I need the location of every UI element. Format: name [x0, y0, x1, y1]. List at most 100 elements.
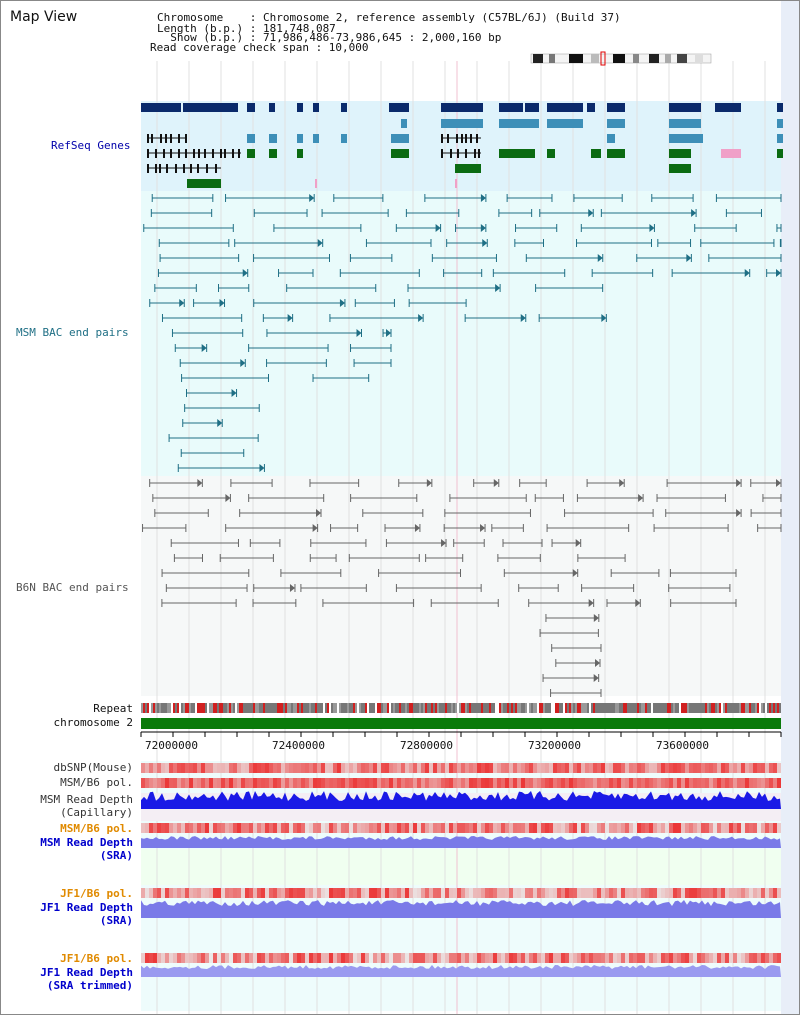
repeat-bar: [213, 703, 215, 713]
polymorphism-cell: [701, 763, 705, 773]
polymorphism-cell: [397, 763, 401, 773]
repeat-bar: [329, 703, 331, 713]
polymorphism-cell: [305, 953, 309, 963]
repeat-bar: [601, 703, 603, 713]
polymorphism-cell: [617, 778, 621, 788]
repeat-bar: [737, 703, 739, 713]
polymorphism-cell: [201, 888, 205, 898]
msm-bac-arrow: [317, 239, 323, 247]
polymorphism-cell: [461, 953, 465, 963]
repeat-bar: [519, 703, 521, 713]
polymorphism-cell: [169, 763, 173, 773]
polymorphism-cell: [705, 778, 709, 788]
jf1-depth-sra: [141, 900, 781, 918]
polymorphism-cell: [561, 823, 565, 833]
polymorphism-cell: [173, 953, 177, 963]
polymorphism-cell: [141, 823, 145, 833]
polymorphism-cell: [341, 953, 345, 963]
polymorphism-cell: [673, 763, 677, 773]
polymorphism-cell: [273, 823, 277, 833]
polymorphism-cell: [541, 888, 545, 898]
track-label-msm-bac-end-pairs[interactable]: MSM BAC end pairs: [16, 326, 129, 339]
polymorphism-cell: [177, 778, 181, 788]
track-label-refseq-genes[interactable]: RefSeq Genes: [51, 139, 131, 152]
polymorphism-cell: [565, 888, 569, 898]
polymorphism-cell: [713, 823, 717, 833]
repeat-bar: [169, 703, 171, 713]
polymorphism-cell: [417, 778, 421, 788]
repeat-bar: [337, 703, 339, 713]
polymorphism-cell: [753, 953, 757, 963]
polymorphism-cell: [181, 823, 185, 833]
repeat-bar: [733, 703, 735, 713]
repeat-bar: [755, 703, 757, 713]
polymorphism-cell: [213, 953, 217, 963]
repeat-bar: [243, 703, 245, 713]
polymorphism-cell: [433, 888, 437, 898]
gene-block: [587, 103, 595, 112]
polymorphism-cell: [425, 888, 429, 898]
polymorphism-cell: [425, 778, 429, 788]
repeat-bar: [409, 703, 411, 713]
polymorphism-cell: [449, 763, 453, 773]
polymorphism-cell: [381, 763, 385, 773]
repeat-bar: [441, 703, 443, 713]
polymorphism-cell: [697, 778, 701, 788]
polymorphism-cell: [305, 823, 309, 833]
repeat-bar: [637, 703, 639, 713]
repeat-bar: [629, 703, 631, 713]
polymorphism-cell: [437, 888, 441, 898]
polymorphism-cell: [665, 763, 669, 773]
repeat-bar: [709, 703, 711, 713]
gene-block: [247, 103, 255, 112]
polymorphism-cell: [765, 888, 769, 898]
header-length-line: Length (b.p.) : 181,748,087: [157, 22, 336, 35]
repeat-bar: [193, 703, 195, 713]
polymorphism-cell: [773, 763, 777, 773]
polymorphism-cell: [269, 953, 273, 963]
polymorphism-cell: [169, 953, 173, 963]
polymorphism-cell: [341, 763, 345, 773]
polymorphism-cell: [233, 953, 237, 963]
polymorphism-cell: [341, 778, 345, 788]
polymorphism-cell: [409, 763, 413, 773]
polymorphism-cell: [625, 823, 629, 833]
polymorphism-cell: [477, 888, 481, 898]
polymorphism-cell: [345, 778, 349, 788]
polymorphism-cell: [617, 823, 621, 833]
repeat-bar: [217, 703, 219, 713]
polymorphism-cell: [329, 823, 333, 833]
polymorphism-cell: [505, 763, 509, 773]
polymorphism-cell: [545, 953, 549, 963]
polymorphism-cell: [553, 823, 557, 833]
track-label-b6n-bac-end-pairs[interactable]: B6N BAC end pairs: [16, 581, 129, 594]
polymorphism-cell: [217, 778, 221, 788]
polymorphism-cell: [677, 778, 681, 788]
msm-bac-arrow: [240, 359, 246, 367]
polymorphism-cell: [245, 778, 249, 788]
gene-block: [187, 179, 221, 188]
repeat-bar: [671, 703, 673, 713]
polymorphism-cell: [773, 823, 777, 833]
polymorphism-cell: [289, 763, 293, 773]
polymorphism-cell: [221, 953, 225, 963]
repeat-bar: [377, 703, 379, 713]
b6n-bac-arrow: [588, 599, 594, 607]
repeat-bar: [219, 703, 221, 713]
polymorphism-cell: [597, 888, 601, 898]
polymorphism-cell: [201, 953, 205, 963]
polymorphism-cell: [553, 953, 557, 963]
gene-block: [499, 119, 539, 128]
polymorphism-cell: [149, 763, 153, 773]
track-label-msm-read-depth-sra-sub: (SRA): [99, 849, 133, 862]
polymorphism-cell: [241, 763, 245, 773]
polymorphism-cell: [721, 888, 725, 898]
repeat-bar: [569, 703, 571, 713]
polymorphism-cell: [181, 778, 185, 788]
repeat-bar: [461, 703, 463, 713]
polymorphism-cell: [645, 953, 649, 963]
repeat-bar: [183, 703, 185, 713]
gene-block: [547, 103, 583, 112]
